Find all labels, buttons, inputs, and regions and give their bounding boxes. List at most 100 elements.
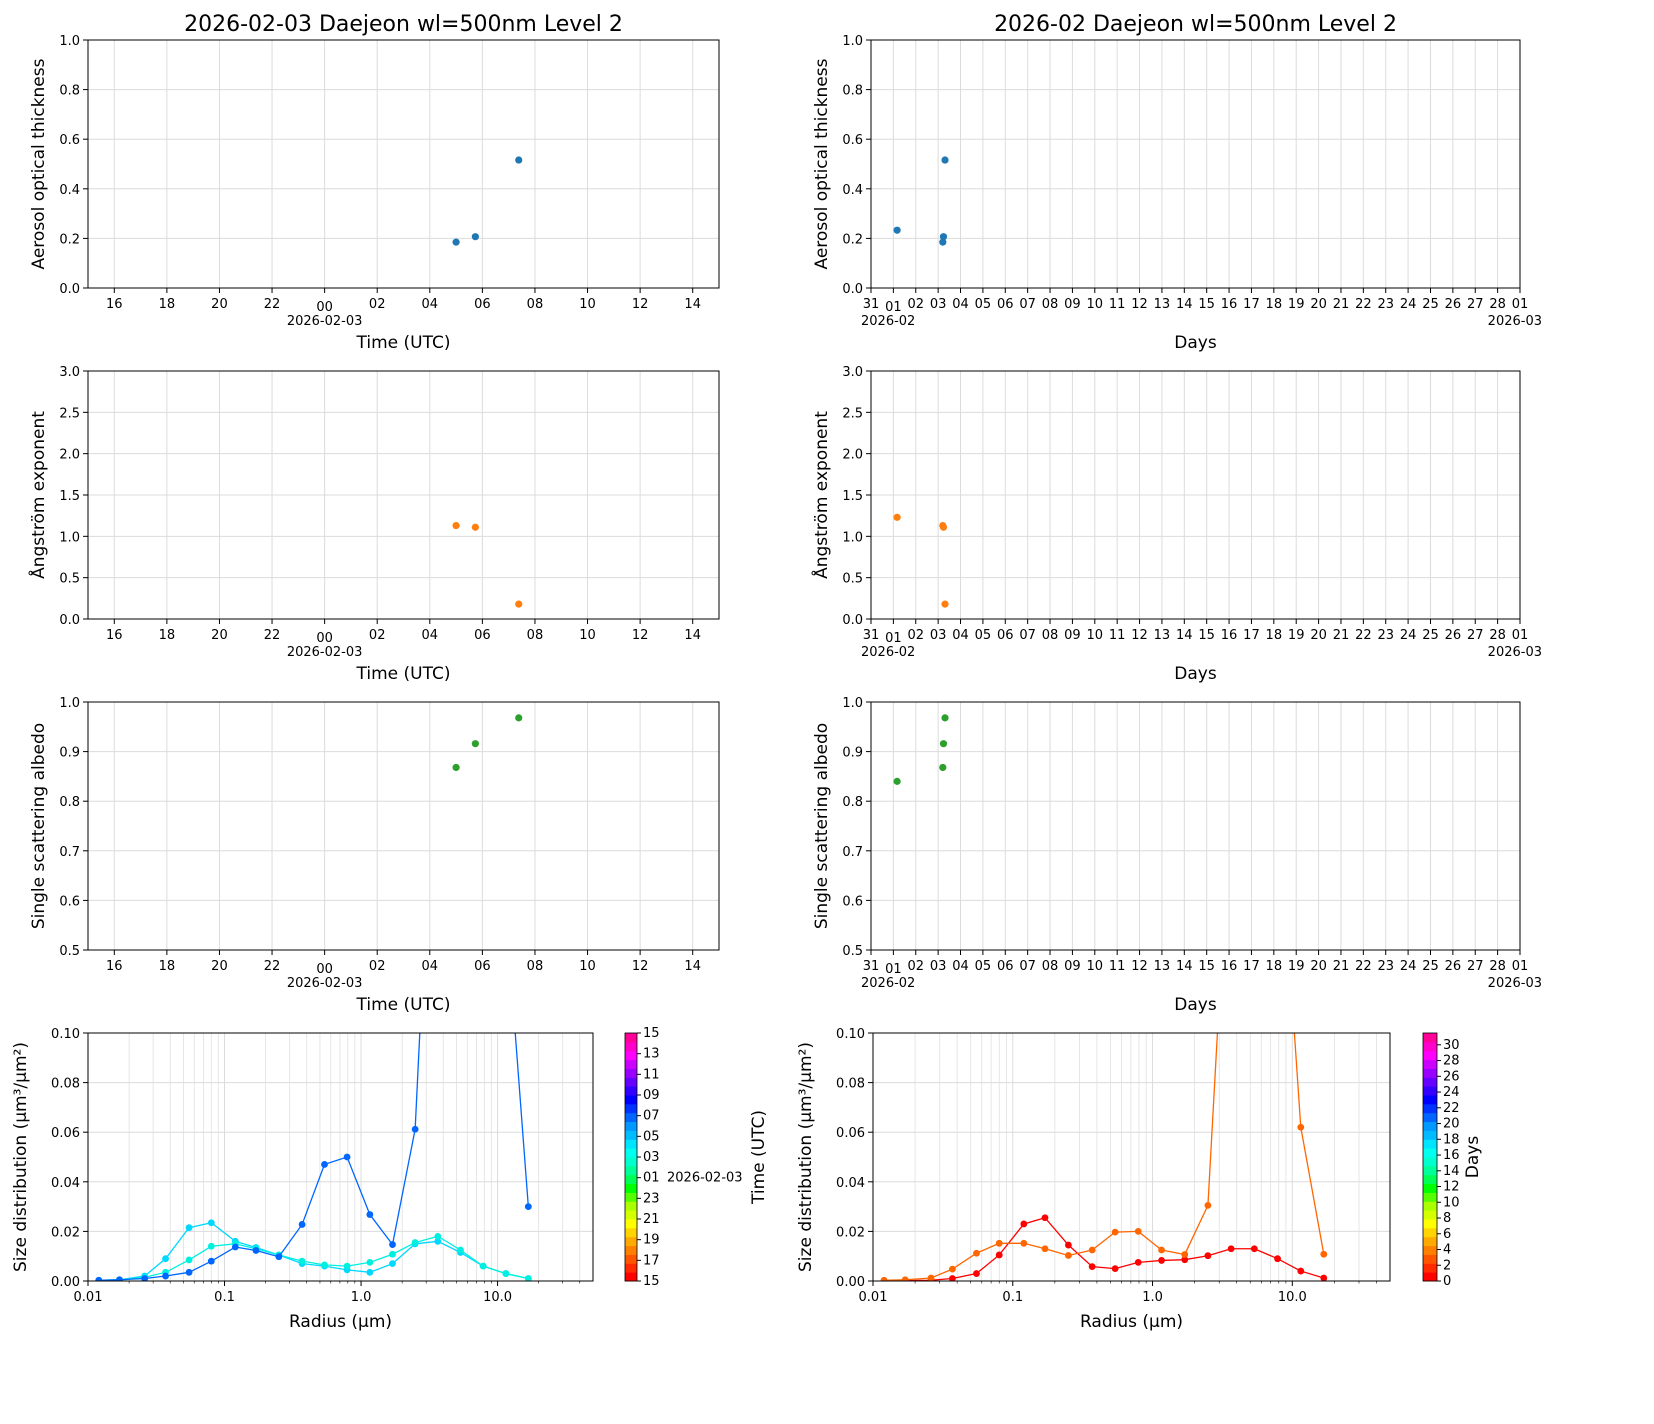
colorbar-band <box>1423 1077 1437 1087</box>
y-axis-label: Aerosol optical thickness <box>29 58 49 269</box>
x-tick-label: 04 <box>952 959 969 974</box>
series-point <box>1227 1245 1235 1253</box>
plot-area <box>893 156 949 246</box>
y-tick-label: 1.5 <box>842 489 863 504</box>
colorbar-band <box>625 1219 637 1229</box>
series-point <box>1204 1201 1212 1209</box>
series-point <box>1204 1252 1212 1260</box>
x-tick-label: 26 <box>1445 628 1462 643</box>
x-tick-label: 00 <box>316 300 333 315</box>
y-tick-label: 0.5 <box>59 572 80 587</box>
colorbar-tick-label: 20 <box>1443 1117 1460 1132</box>
chart-psd-month: 0.01 0.1 1.0 10.00.000.020.040.060.080.10Ra… <box>796 534 1483 1332</box>
series-line-1 <box>884 1033 1325 1281</box>
x-tick-label: 31 <box>863 959 880 974</box>
x-tick-label: 04 <box>952 628 969 643</box>
colorbar-tick-label: 30 <box>1443 1038 1460 1053</box>
x-tick-label: 21 <box>1333 297 1350 312</box>
x-tick-label: 24 <box>1400 628 1417 643</box>
x-tick-label: 12 <box>1131 959 1148 974</box>
series-point <box>343 1153 351 1161</box>
series-point <box>1041 1245 1049 1253</box>
x-tick-label: 10.0 <box>1278 1290 1307 1305</box>
axes-frame <box>870 370 1521 620</box>
x-tick-label: 08 <box>1042 959 1059 974</box>
series-point <box>1181 1251 1189 1258</box>
x-tick-label: 10 <box>1087 959 1104 974</box>
y-tick-label: 0.8 <box>59 795 80 810</box>
series-point <box>275 1253 283 1261</box>
data-point <box>452 763 460 772</box>
colorbar-tick-label: 15 <box>643 1274 660 1289</box>
colorbar-band <box>625 1059 637 1069</box>
y-tick-label: 0.6 <box>59 894 80 909</box>
x-tick-label: 19 <box>1288 297 1305 312</box>
series-point <box>524 1203 532 1210</box>
data-point <box>941 600 949 608</box>
series-point <box>1088 1263 1096 1271</box>
x-tick-label: 16 <box>106 628 123 643</box>
colorbar-tick-label: 0 <box>1443 1274 1451 1289</box>
x-axis-label: Time (UTC) <box>356 333 451 353</box>
colorbar-band <box>1423 1130 1437 1140</box>
y-tick-label: 0.5 <box>842 572 863 587</box>
x-tick-label: 25 <box>1422 628 1439 643</box>
y-tick-label: 2.0 <box>59 448 80 463</box>
x-axis-label: Days <box>1174 333 1217 353</box>
series-point <box>389 1250 396 1258</box>
colorbar-tick-label: 15 <box>643 1026 660 1041</box>
x-tick-label: 22 <box>264 959 281 974</box>
colorbar-band <box>625 1201 637 1211</box>
axes-frame <box>87 701 720 951</box>
x-tick-label: 25 <box>1422 959 1439 974</box>
x-tick-label: 12 <box>1131 297 1148 312</box>
x-tick-label: 14 <box>684 628 701 643</box>
data-point <box>515 714 523 722</box>
x-tick-label: 05 <box>975 959 992 974</box>
x-tick-label: 10 <box>579 959 596 974</box>
x-tick-label: 22 <box>1355 959 1372 974</box>
colorbar-tick-label: 4 <box>1443 1243 1451 1258</box>
chart-aod-month: 31 01 02 03 04 05 06 07 08 09 10 11 12 13 14 15 16 17 18 19… <box>812 12 1542 353</box>
chart-ae-day: 16 18 20 22 00 02 04 06 08 10 12 14 2026-02-03 0.0 0.5… <box>27 365 720 684</box>
x-date-start: 2026-02 <box>861 314 915 329</box>
colorbar-tick-label: 01 <box>643 1171 660 1186</box>
data-point <box>893 513 901 521</box>
x-tick-label: 05 <box>975 297 992 312</box>
axes-frame <box>872 1032 1391 1282</box>
colorbar-band <box>625 1157 637 1167</box>
colorbar-tick-label: 2 <box>1443 1258 1451 1273</box>
series-point <box>1251 534 1258 541</box>
y-tick-label: 0.8 <box>842 84 863 99</box>
axes-frame <box>87 370 720 620</box>
series-line-2 <box>98 1033 529 1281</box>
colorbar-tick-label: 28 <box>1443 1054 1460 1069</box>
series-point <box>207 1242 215 1250</box>
series-point <box>1274 1255 1281 1263</box>
x-date-end: 2026-03 <box>1488 314 1542 329</box>
colorbar-band <box>1423 1236 1437 1247</box>
chart-ssa-month: 31 01 02 03 04 05 06 07 08 09 10 11 12 13 14 15 16 17 18 19… <box>812 696 1542 1015</box>
series-point <box>880 1276 888 1281</box>
series-point <box>298 1221 306 1228</box>
series-point <box>480 534 487 541</box>
plot-area <box>893 714 949 785</box>
series-point <box>1134 1259 1142 1266</box>
series-point <box>901 1276 909 1281</box>
colorbar-label: Days <box>1463 1136 1483 1179</box>
x-tick-label: 22 <box>1355 628 1372 643</box>
plot-area <box>880 534 1328 1281</box>
series-point <box>389 1241 396 1248</box>
x-tick-label: 14 <box>1176 297 1193 312</box>
x-tick-label: 16 <box>1221 297 1238 312</box>
colorbar-band <box>1423 1165 1437 1176</box>
y-tick-label: 0.00 <box>836 1275 865 1290</box>
data-point <box>939 238 947 246</box>
x-tick-label: 16 <box>1221 959 1238 974</box>
series-point <box>1320 1250 1328 1258</box>
x-tick-label: 23 <box>1377 628 1394 643</box>
series-point <box>1158 1257 1165 1264</box>
y-tick-label: 0.04 <box>51 1176 80 1191</box>
series-point <box>502 1270 510 1277</box>
x-tick-label: 19 <box>1288 959 1305 974</box>
